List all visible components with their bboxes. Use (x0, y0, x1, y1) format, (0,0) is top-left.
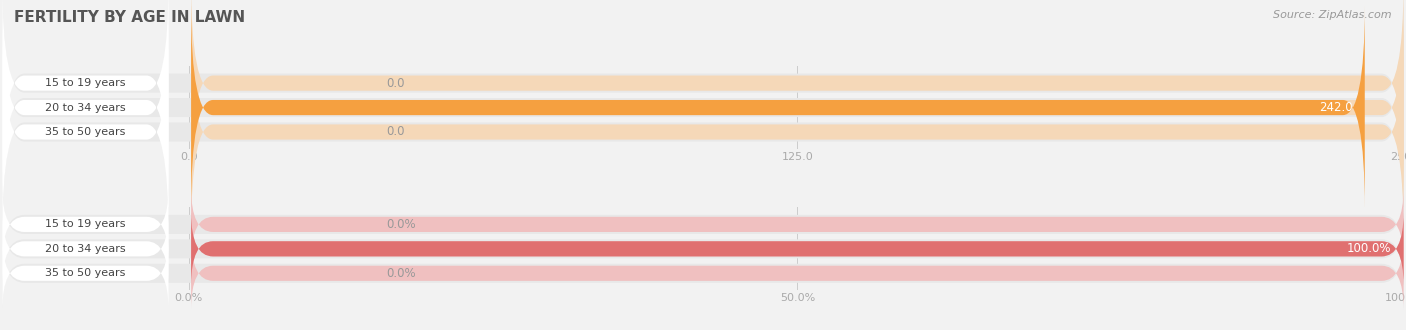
FancyBboxPatch shape (191, 213, 1403, 285)
Text: 0.0: 0.0 (385, 125, 405, 139)
FancyBboxPatch shape (191, 188, 1403, 261)
Text: 35 to 50 years: 35 to 50 years (45, 127, 125, 137)
FancyBboxPatch shape (191, 213, 1403, 285)
Text: 0.0%: 0.0% (385, 218, 416, 231)
FancyBboxPatch shape (3, 213, 169, 285)
FancyBboxPatch shape (3, 190, 1403, 259)
Text: 20 to 34 years: 20 to 34 years (45, 103, 125, 113)
FancyBboxPatch shape (3, 214, 1403, 283)
Text: 15 to 19 years: 15 to 19 years (45, 78, 125, 88)
FancyBboxPatch shape (3, 188, 169, 261)
Text: 15 to 19 years: 15 to 19 years (45, 219, 125, 229)
Text: FERTILITY BY AGE IN LAWN: FERTILITY BY AGE IN LAWN (14, 10, 245, 25)
FancyBboxPatch shape (3, 0, 169, 185)
FancyBboxPatch shape (191, 30, 1403, 234)
Text: 100.0%: 100.0% (1347, 242, 1392, 255)
FancyBboxPatch shape (191, 0, 1403, 185)
Text: 35 to 50 years: 35 to 50 years (45, 268, 125, 278)
FancyBboxPatch shape (191, 5, 1365, 210)
Text: 0.0: 0.0 (385, 77, 405, 90)
FancyBboxPatch shape (191, 5, 1403, 210)
FancyBboxPatch shape (3, 239, 1403, 308)
FancyBboxPatch shape (191, 237, 1403, 310)
FancyBboxPatch shape (3, 32, 1403, 232)
FancyBboxPatch shape (3, 5, 169, 210)
Text: 242.0: 242.0 (1319, 101, 1353, 114)
FancyBboxPatch shape (3, 30, 169, 234)
FancyBboxPatch shape (3, 237, 169, 310)
Text: 20 to 34 years: 20 to 34 years (45, 244, 125, 254)
FancyBboxPatch shape (3, 7, 1403, 208)
Text: Source: ZipAtlas.com: Source: ZipAtlas.com (1274, 10, 1392, 20)
Text: 0.0%: 0.0% (385, 267, 416, 280)
FancyBboxPatch shape (3, 0, 1403, 183)
